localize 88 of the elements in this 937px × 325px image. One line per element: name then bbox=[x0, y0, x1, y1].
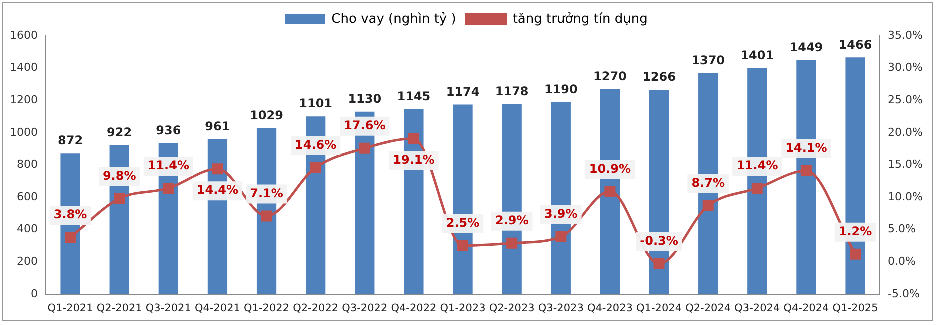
x-tick-label: Q4-2024 bbox=[784, 302, 830, 314]
y2-tick-label: -5.0% bbox=[888, 287, 920, 300]
point bbox=[702, 200, 714, 212]
x-tick-label: Q3-2023 bbox=[538, 302, 584, 314]
data-label: 1174 bbox=[446, 84, 480, 99]
x-tick-label: Q3-2024 bbox=[734, 302, 780, 314]
x-tick-label: Q1-2022 bbox=[244, 302, 290, 314]
data-label: 10.9% bbox=[589, 162, 632, 176]
point bbox=[800, 166, 812, 177]
y2-tick-label: 15.0% bbox=[888, 158, 924, 172]
x-tick-label: Q1-2021 bbox=[48, 302, 94, 314]
data-label: 2.9% bbox=[495, 213, 529, 228]
x-tick-label: Q1-2025 bbox=[832, 302, 878, 314]
point bbox=[359, 142, 370, 154]
point bbox=[654, 258, 665, 270]
data-label: 2.5% bbox=[446, 216, 480, 230]
y-tick-label: 1000 bbox=[10, 126, 38, 139]
data-label: 8.7% bbox=[692, 176, 725, 190]
x-tick-label: Q2-2024 bbox=[686, 302, 732, 314]
legend-label: tăng trưởng tín dụng bbox=[512, 12, 648, 27]
y2-tick-label: 5.0% bbox=[888, 222, 916, 236]
data-label: 1130 bbox=[348, 92, 382, 106]
point bbox=[163, 182, 174, 194]
y-tick-label: 0 bbox=[30, 287, 38, 300]
point bbox=[604, 186, 616, 198]
data-label: 3.8% bbox=[54, 208, 88, 222]
y2-tick-label: 35.0% bbox=[888, 28, 924, 42]
data-label: 1101 bbox=[299, 96, 333, 111]
data-label: 1270 bbox=[594, 69, 627, 84]
x-tick-label: Q1-2023 bbox=[440, 302, 486, 314]
x-tick-label: Q4-2021 bbox=[194, 302, 240, 314]
data-label: 1145 bbox=[397, 90, 431, 104]
x-tick-label: Q2-2021 bbox=[96, 302, 142, 314]
data-label: 922 bbox=[107, 126, 132, 140]
point bbox=[65, 232, 76, 244]
legend-label: Cho vay (nghìn tỷ ) bbox=[332, 12, 456, 27]
data-label: -0.3% bbox=[640, 234, 678, 248]
data-label: 7.1% bbox=[250, 186, 284, 200]
data-label: 1.2% bbox=[838, 224, 872, 238]
x-tick-label: Q1-2024 bbox=[636, 302, 682, 314]
data-label: 936 bbox=[156, 123, 182, 138]
x-tick-label: Q2-2023 bbox=[489, 302, 535, 314]
data-label: 872 bbox=[58, 134, 84, 148]
data-label: 1370 bbox=[692, 53, 726, 68]
data-label: 9.8% bbox=[102, 168, 136, 183]
data-label: 14.4% bbox=[196, 183, 239, 198]
y-tick-label: 1600 bbox=[10, 28, 38, 42]
point bbox=[212, 164, 224, 175]
point bbox=[114, 193, 126, 204]
data-label: 1266 bbox=[642, 70, 676, 84]
point bbox=[752, 182, 763, 194]
data-label: 14.1% bbox=[786, 141, 828, 156]
point bbox=[310, 162, 322, 174]
data-label: 961 bbox=[205, 119, 230, 134]
point bbox=[556, 231, 567, 242]
y-tick-label: 400 bbox=[16, 222, 38, 236]
x-tick-label: Q3-2021 bbox=[146, 302, 192, 314]
data-label: 1190 bbox=[544, 82, 578, 96]
y2-tick-label: 20.0% bbox=[888, 126, 924, 139]
y-tick-label: 1400 bbox=[10, 61, 38, 74]
data-label: 11.4% bbox=[148, 158, 190, 173]
data-label: 1178 bbox=[495, 84, 529, 98]
data-label: 1449 bbox=[790, 40, 824, 55]
point bbox=[408, 133, 420, 144]
data-label: 14.6% bbox=[295, 138, 337, 152]
y-tick-label: 1200 bbox=[10, 93, 38, 106]
data-label: 1401 bbox=[740, 48, 774, 62]
data-label: 19.1% bbox=[393, 152, 435, 167]
data-label: 3.9% bbox=[544, 207, 578, 222]
y2-tick-label: 0.0% bbox=[888, 254, 916, 268]
point bbox=[261, 210, 272, 222]
x-tick-label: Q4-2023 bbox=[587, 302, 633, 314]
y-tick-label: 200 bbox=[16, 254, 38, 268]
data-label: 11.4% bbox=[736, 158, 778, 173]
point bbox=[850, 248, 862, 260]
y2-tick-label: 10.0% bbox=[888, 190, 924, 204]
x-tick-label: Q2-2022 bbox=[293, 302, 339, 314]
point bbox=[458, 240, 469, 252]
data-label: 1029 bbox=[250, 108, 284, 122]
y-tick-label: 600 bbox=[16, 190, 38, 204]
data-label: 17.6% bbox=[344, 118, 386, 133]
y2-tick-label: 30.0% bbox=[888, 61, 924, 74]
point bbox=[506, 238, 518, 249]
y2-tick-label: 25.0% bbox=[888, 93, 924, 106]
y-tick-label: 800 bbox=[16, 158, 38, 172]
x-tick-label: Q4-2022 bbox=[391, 302, 437, 314]
data-label: 1466 bbox=[838, 38, 872, 52]
x-tick-label: Q3-2022 bbox=[342, 302, 388, 314]
